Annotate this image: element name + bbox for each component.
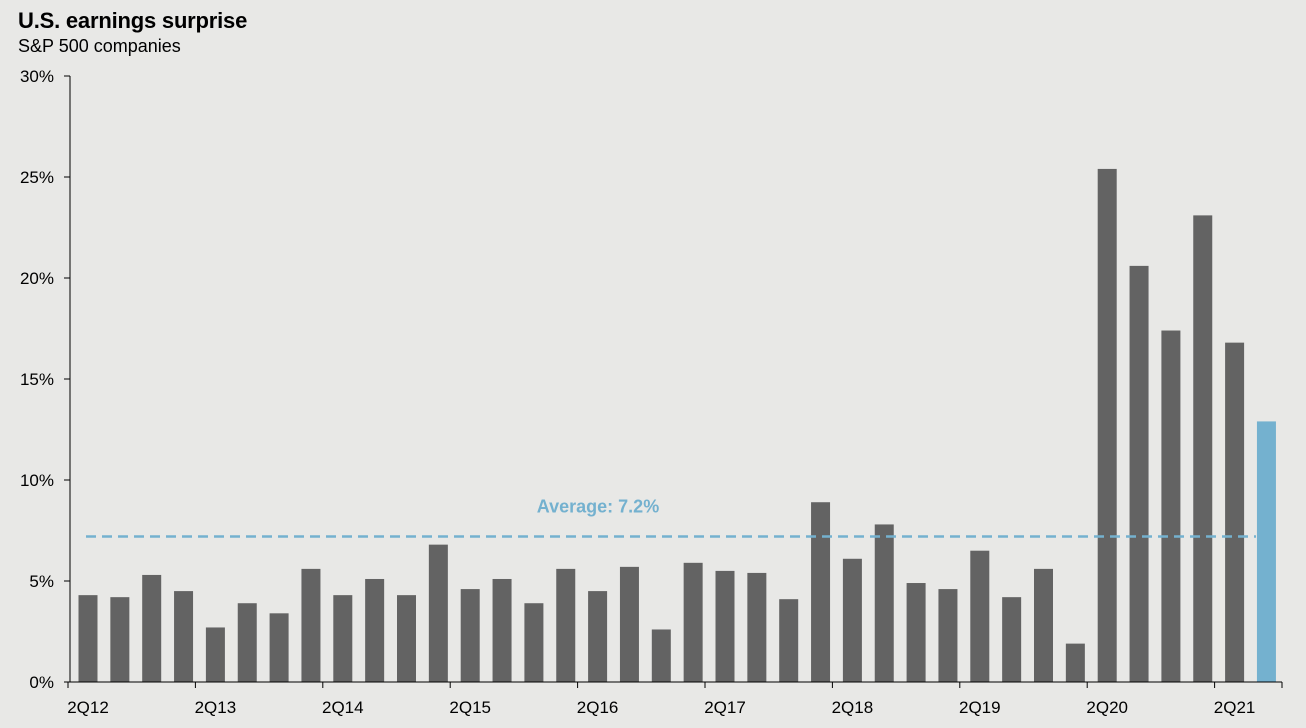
x-tick-label: 2Q18 [832,698,874,717]
bar [142,574,162,682]
bar [938,589,958,682]
bar [205,627,225,682]
bar [842,558,862,682]
bar [779,599,799,682]
y-tick-label: 20% [20,269,54,288]
y-tick-label: 5% [29,572,54,591]
chart-subtitle: S&P 500 companies [18,36,181,56]
bar [365,578,385,682]
bar [492,578,512,682]
bar [460,589,480,682]
bar [747,572,767,682]
bar [269,613,289,682]
bar [1097,168,1117,683]
chart-title: U.S. earnings surprise [18,8,248,33]
bar [524,603,544,682]
bar [333,595,353,682]
bar [1034,568,1053,682]
bar [651,629,671,682]
y-tick-label: 30% [20,67,54,86]
x-tick-label: 2Q17 [704,698,746,717]
bar [301,568,321,682]
axes-group: 0% 5% 10% 15% 20% 25% 30% 2Q12 2Q13 2Q14 2Q15 2Q16 2… [20,67,1283,717]
x-tick-label: 2Q21 [1214,698,1256,717]
y-tick-label: 0% [29,673,54,692]
bar [556,568,576,682]
bar [1225,342,1245,682]
bar [906,583,926,682]
y-tick-label: 25% [20,168,54,187]
bar [683,562,703,682]
average-group: Average: 7.2% [86,497,1256,538]
bar [1002,597,1022,682]
x-tick-label: 2Q20 [1086,698,1128,717]
bar [1129,265,1149,682]
bars-group [78,168,1276,683]
bar [970,550,990,682]
bar [811,502,831,682]
bar [397,595,416,682]
y-tick-label: 15% [20,370,54,389]
bar [428,544,448,682]
bar [1161,330,1181,682]
x-tick-label: 2Q19 [959,698,1001,717]
average-label: Average: 7.2% [537,497,659,517]
x-tick-label: 2Q14 [322,698,364,717]
bar [619,566,639,682]
bar [1065,643,1085,682]
bar [874,524,894,682]
bar [174,591,194,682]
x-tick-label: 2Q16 [577,698,619,717]
bar [237,603,257,682]
bar [78,595,98,682]
bar [1193,215,1213,682]
bar [715,570,735,682]
y-tick-label: 10% [20,471,54,490]
x-tick-label: 2Q15 [449,698,491,717]
bar-highlight [1256,421,1276,682]
x-tick-label: 2Q13 [195,698,237,717]
bar [110,597,130,682]
bar [588,591,608,682]
x-tick-label: 2Q12 [67,698,109,717]
